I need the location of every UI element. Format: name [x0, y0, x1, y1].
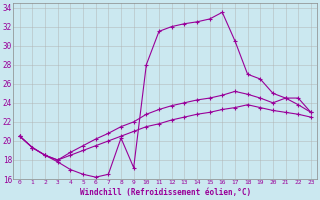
X-axis label: Windchill (Refroidissement éolien,°C): Windchill (Refroidissement éolien,°C): [80, 188, 251, 197]
